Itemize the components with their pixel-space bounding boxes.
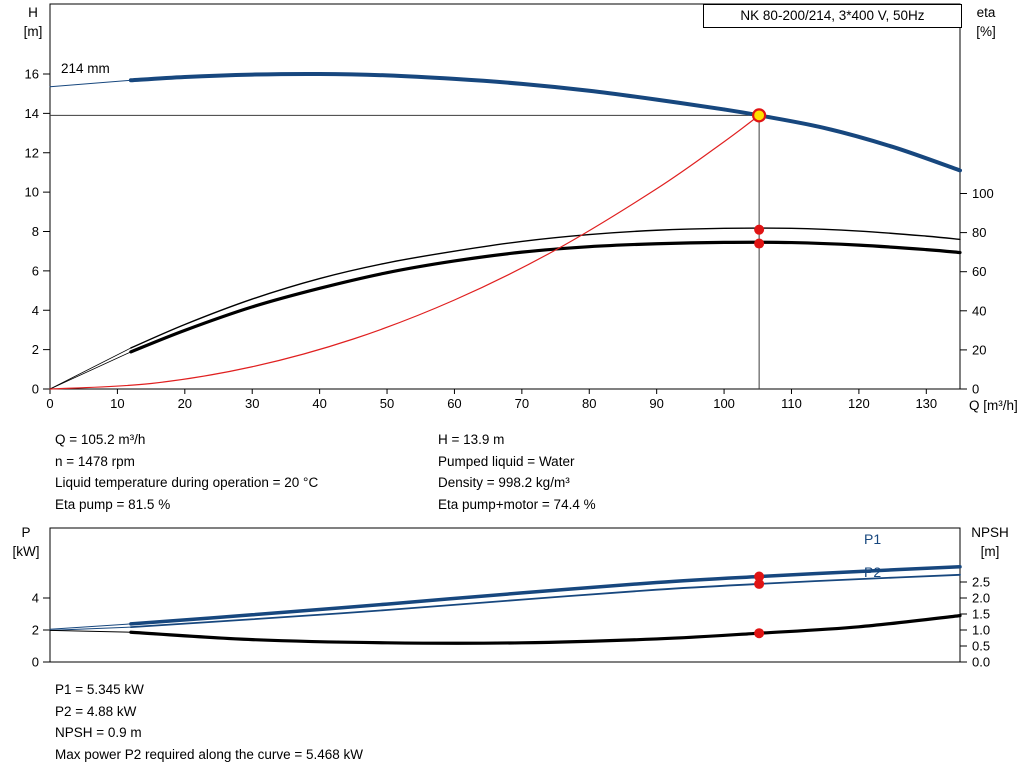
- operating-data-right: H = 13.9 m Pumped liquid = Water Density…: [438, 429, 596, 515]
- impeller-size-label: 214 mm: [61, 61, 110, 76]
- head-readout: H = 13.9 m: [438, 432, 505, 447]
- svg-text:30: 30: [245, 396, 259, 411]
- svg-text:2: 2: [32, 342, 39, 357]
- svg-text:1.5: 1.5: [972, 607, 990, 622]
- svg-text:120: 120: [848, 396, 870, 411]
- svg-text:0: 0: [972, 382, 979, 397]
- svg-text:10: 10: [110, 396, 124, 411]
- operating-data-left: Q = 105.2 m³/h n = 1478 rpm Liquid tempe…: [55, 429, 318, 515]
- svg-text:20: 20: [178, 396, 192, 411]
- svg-text:4: 4: [32, 303, 39, 318]
- svg-text:12: 12: [25, 145, 39, 160]
- svg-text:2.5: 2.5: [972, 575, 990, 590]
- h-axis-label: H [m]: [23, 5, 43, 39]
- svg-text:16: 16: [25, 67, 39, 82]
- svg-text:8: 8: [32, 224, 39, 239]
- density-readout: Density = 998.2 kg/m³: [438, 475, 570, 490]
- p1-curve-label: P1: [864, 531, 882, 547]
- svg-text:4: 4: [32, 591, 39, 606]
- svg-text:110: 110: [781, 396, 802, 411]
- svg-text:130: 130: [915, 396, 937, 411]
- svg-text:14: 14: [25, 106, 39, 121]
- svg-text:60: 60: [447, 396, 461, 411]
- p-axis-label: P [kW]: [12, 525, 40, 559]
- speed-readout: n = 1478 rpm: [55, 453, 135, 469]
- svg-text:6: 6: [32, 263, 39, 278]
- svg-text:70: 70: [515, 396, 529, 411]
- svg-text:0: 0: [32, 655, 39, 670]
- svg-text:0: 0: [32, 382, 39, 397]
- svg-text:50: 50: [380, 396, 394, 411]
- svg-text:80: 80: [582, 396, 596, 411]
- svg-text:2: 2: [32, 623, 39, 638]
- svg-text:40: 40: [972, 303, 986, 318]
- svg-text:40: 40: [312, 396, 326, 411]
- svg-text:1.0: 1.0: [972, 623, 990, 638]
- q-axis-label: Q [m³/h]: [969, 398, 1018, 413]
- p2-curve-label: P2: [864, 564, 882, 580]
- svg-text:20: 20: [972, 342, 986, 357]
- svg-text:100: 100: [972, 186, 994, 201]
- p1-readout: P1 = 5.345 kW: [55, 682, 144, 697]
- svg-text:0.5: 0.5: [972, 639, 990, 654]
- p2-readout: P2 = 4.88 kW: [55, 703, 137, 719]
- eta-pump-motor-readout: Eta pump+motor = 74.4 %: [438, 496, 596, 512]
- svg-text:0.0: 0.0: [972, 655, 990, 670]
- svg-text:10: 10: [25, 185, 39, 200]
- pumped-liquid-readout: Pumped liquid = Water: [438, 453, 575, 469]
- svg-text:60: 60: [972, 264, 986, 279]
- npsh-readout: NPSH = 0.9 m: [55, 725, 142, 740]
- max-power-readout: Max power P2 required along the curve = …: [55, 746, 364, 762]
- eta-pump-readout: Eta pump = 81.5 %: [55, 496, 171, 512]
- svg-text:100: 100: [713, 396, 735, 411]
- liquid-temperature-readout: Liquid temperature during operation = 20…: [55, 475, 319, 490]
- svg-text:0: 0: [46, 396, 53, 411]
- pump-model-box: NK 80-200/214, 3*400 V, 50Hz: [703, 4, 962, 28]
- flow-readout: Q = 105.2 m³/h: [55, 432, 146, 447]
- eta-axis-label: eta [%]: [976, 5, 996, 39]
- power-data: P1 = 5.345 kW P2 = 4.88 kW NPSH = 0.9 m …: [55, 679, 363, 765]
- npsh-axis-label: NPSH [m]: [971, 525, 1009, 559]
- svg-text:90: 90: [649, 396, 663, 411]
- svg-text:80: 80: [972, 225, 986, 240]
- svg-text:2.0: 2.0: [972, 591, 990, 606]
